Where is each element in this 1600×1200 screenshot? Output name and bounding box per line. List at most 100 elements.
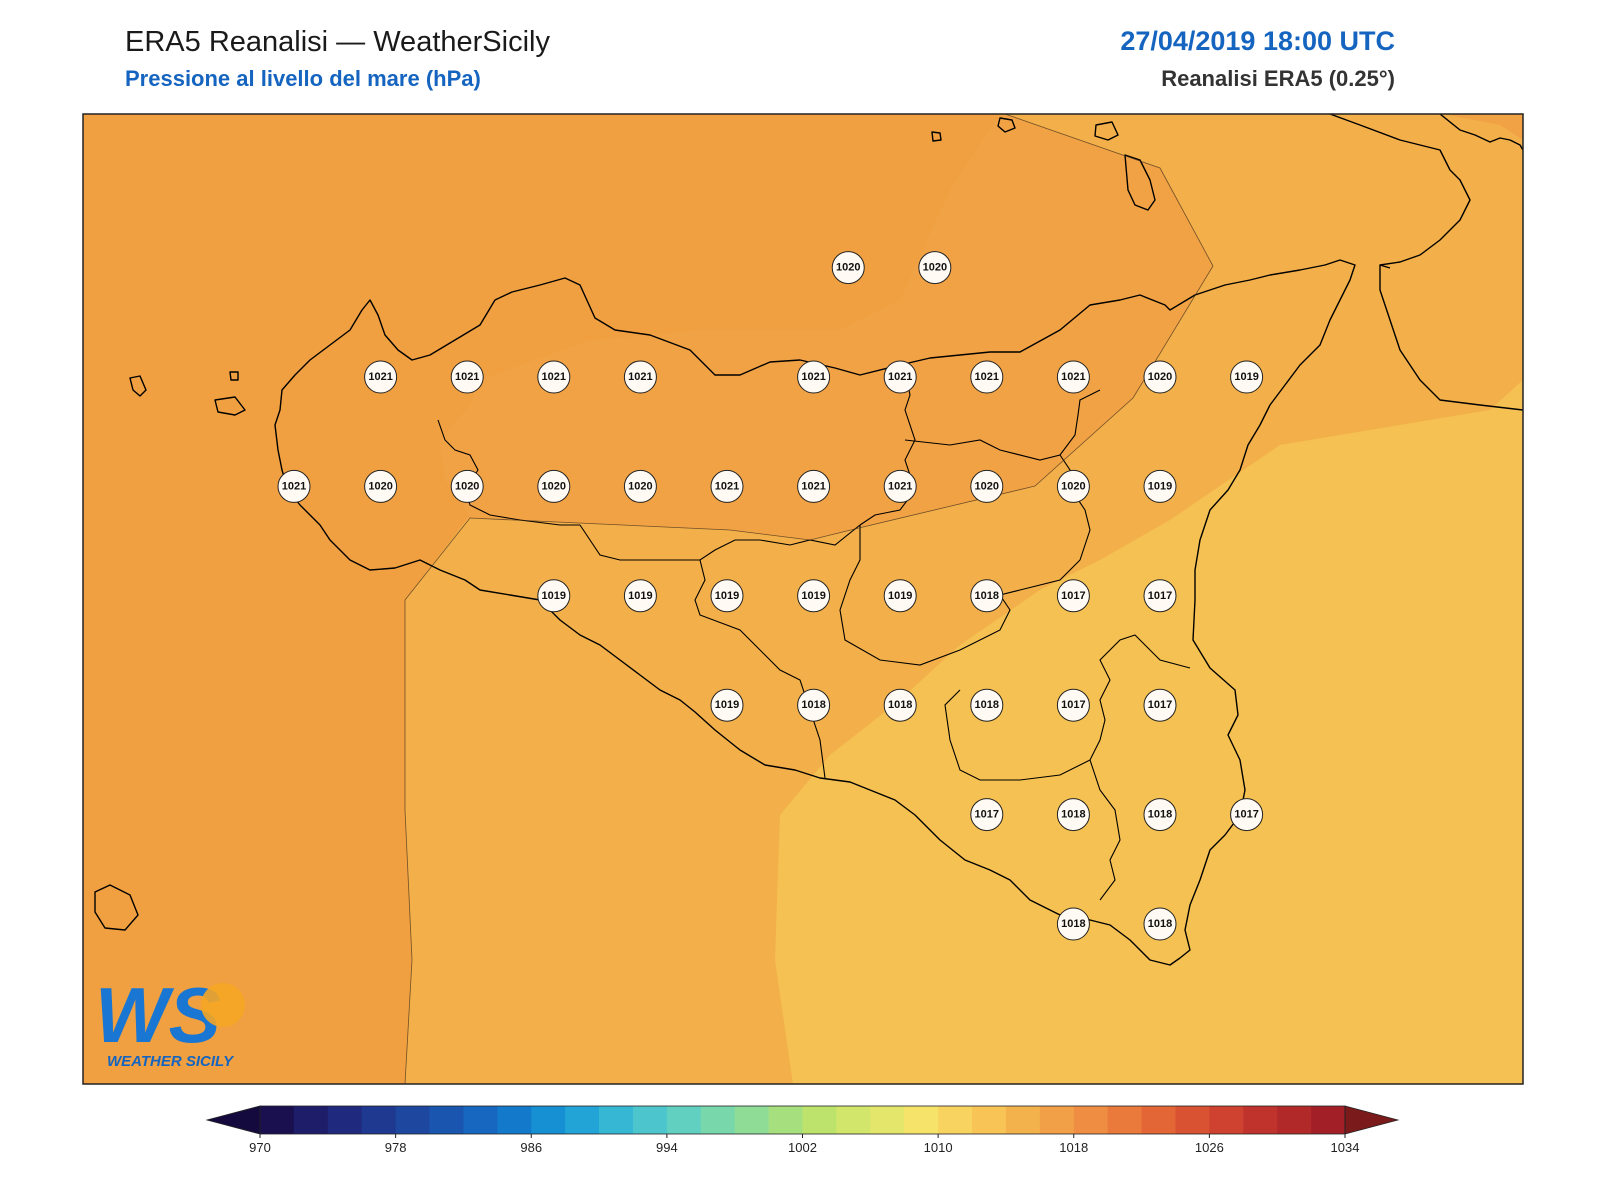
map-frame [82,113,1524,1085]
station-marker [970,360,1004,394]
station-marker [831,251,865,285]
station-value: 1017 [1148,590,1172,602]
colorbar-segment [531,1106,566,1134]
colorbar-tick-label: 1002 [788,1140,817,1155]
station-value: 1019 [801,590,825,602]
colorbar-segment [972,1106,1007,1134]
station-label: 1018 [1143,907,1177,941]
field-band-1019-fill [1443,114,1523,140]
station-label: 1021 [364,360,398,394]
salina-island [997,117,1016,133]
calabria-coast-3 [1379,264,1391,269]
colorbar-segment [836,1106,871,1134]
calabria-coast [1439,114,1523,151]
station-value: 1021 [1061,371,1085,383]
station-label: 1019 [1230,360,1264,394]
egadi-island-2 [214,396,246,416]
border-palermo-messina [859,369,916,526]
colorbar-segment [463,1106,498,1134]
station-label: 1020 [970,469,1004,503]
station-marker [1143,469,1177,503]
colorbar-tick-label: 994 [656,1140,678,1155]
coastlines [94,114,1523,966]
station-value: 1021 [975,371,999,383]
station-marker [623,360,657,394]
lipari-island [1124,154,1156,211]
dataset-label: Reanalisi ERA5 (0.25°) [1161,66,1395,91]
station-marker [450,469,484,503]
colorbar-segment [327,1106,363,1134]
station-value: 1017 [1234,809,1258,821]
border-ragusa-inner [1089,759,1121,901]
colorbar-over-arrow [1344,1105,1400,1135]
station-label: 1019 [710,579,744,613]
station-label: 1019 [883,579,917,613]
station-marker [797,688,831,722]
station-label: 1021 [277,469,311,503]
colorbar-segment [700,1106,736,1134]
station-marker [277,469,311,503]
colorbar-tick-label: 1018 [1059,1140,1088,1155]
station-label: 1019 [623,579,657,613]
station-marker [710,688,744,722]
valid-datetime: 27/04/2019 18:00 UTC [1120,26,1395,56]
station-value: 1020 [923,262,947,274]
pantelleria-island [94,884,139,931]
colorbar-segment [632,1106,668,1134]
alicudi-island [931,131,942,142]
station-value: 1018 [1148,809,1172,821]
station-label: 1020 [831,251,865,285]
colorbar-segment [1175,1106,1210,1134]
station-marker [537,579,571,613]
station-value: 1018 [888,699,912,711]
station-marker [1056,469,1090,503]
colorbar-tick-label: 1010 [924,1140,953,1155]
colorbar-segment [1141,1106,1176,1134]
station-value: 1020 [542,480,566,492]
station-labels: 1020 1020 1021 1021 1021 1021 1021 1021 1021 1021… [277,251,1264,941]
station-marker [1056,798,1090,832]
station-marker [970,469,1004,503]
station-marker [1143,360,1177,394]
station-value: 1019 [888,590,912,602]
station-marker [1143,798,1177,832]
colorbar-segment [599,1106,634,1134]
colorbar-segment [904,1106,939,1134]
colorbar-tick-label: 978 [385,1140,407,1155]
colorbar-segment [1243,1106,1278,1134]
colorbar-segment [870,1106,905,1134]
station-value: 1020 [975,480,999,492]
border-ragusa-siracusa [944,634,1191,781]
station-value: 1021 [542,371,566,383]
station-label: 1019 [1143,469,1177,503]
station-value: 1018 [1148,918,1172,930]
station-label: 1021 [450,360,484,394]
station-marker [1230,360,1264,394]
calabria-coast-2 [1329,114,1523,411]
station-label: 1021 [537,360,571,394]
station-value: 1019 [1148,480,1172,492]
station-marker [883,688,917,722]
colorbar-segment [1277,1106,1312,1134]
station-value: 1019 [715,590,739,602]
colorbar-segment [1311,1106,1346,1134]
station-value: 1019 [715,699,739,711]
station-marker [537,469,571,503]
station-value: 1020 [368,480,392,492]
station-marker [1143,688,1177,722]
station-marker [1056,579,1090,613]
station-label: 1019 [537,579,571,613]
colorbar-segment [1005,1106,1041,1134]
colorbar-segment [395,1106,431,1134]
colorbar-segment [1107,1106,1143,1134]
colorbar-segment [666,1106,702,1134]
map-subtitle: Pressione al livello del mare (hPa) [125,66,481,91]
station-marker [1143,579,1177,613]
station-label: 1020 [450,469,484,503]
station-value: 1018 [801,699,825,711]
station-marker [883,360,917,394]
egadi-island-1 [129,375,147,397]
colorbar-tick-label: 1034 [1331,1140,1360,1155]
station-label: 1017 [1056,688,1090,722]
station-label: 1021 [1056,360,1090,394]
